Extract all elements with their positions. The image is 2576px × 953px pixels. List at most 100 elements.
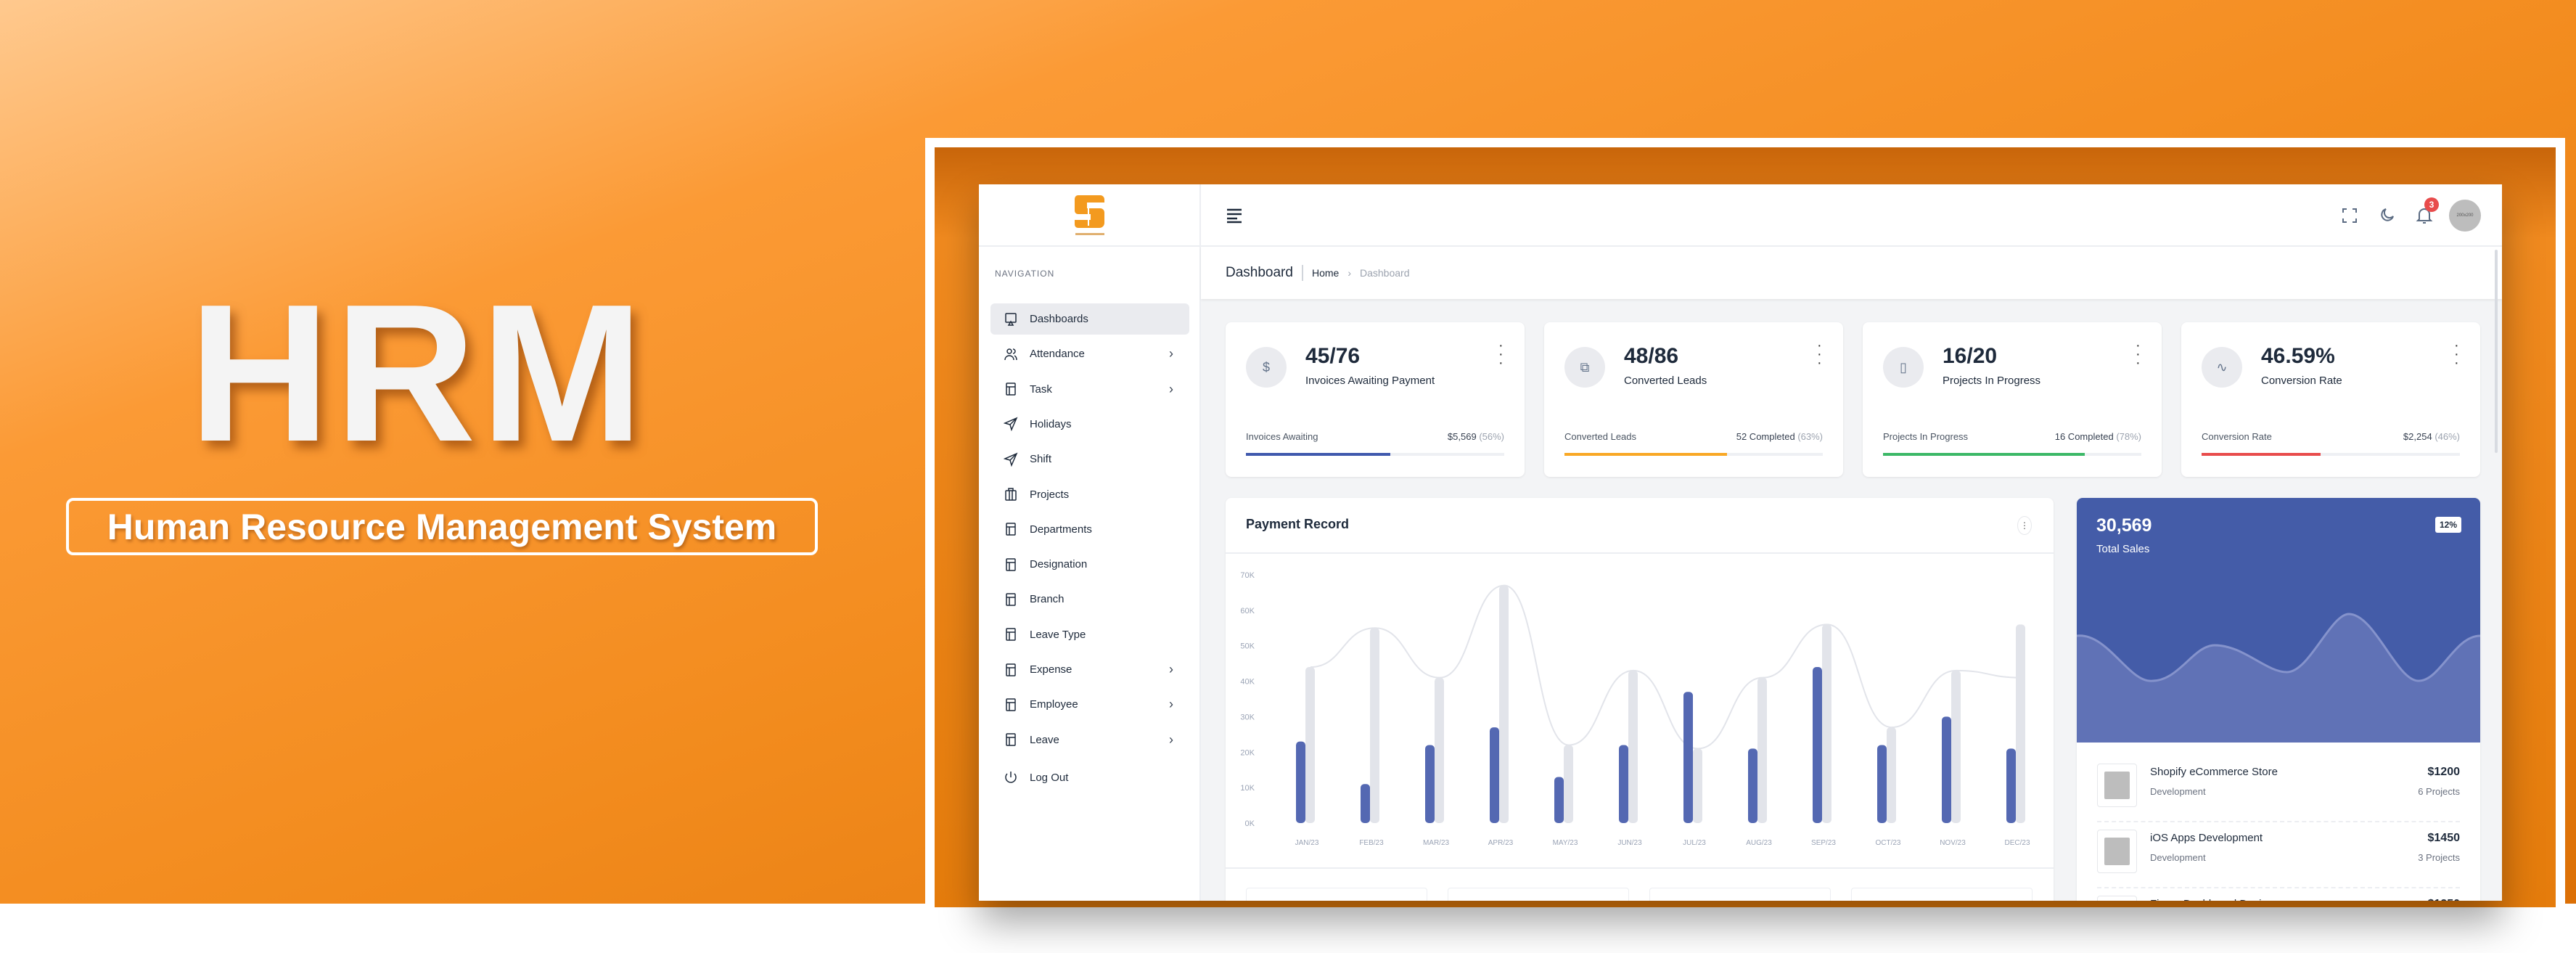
logo[interactable] bbox=[979, 184, 1201, 247]
divider bbox=[2097, 821, 2460, 822]
sidebar-item-leave-type[interactable]: Leave Type bbox=[990, 619, 1189, 650]
scrollbar[interactable] bbox=[2495, 250, 2498, 453]
item-category: Development bbox=[2150, 786, 2206, 797]
sidebar-item-task[interactable]: Task › bbox=[990, 374, 1189, 405]
stat-label: Projects In Progress bbox=[1943, 375, 2041, 387]
chevron-right-icon: › bbox=[1169, 381, 1173, 396]
sidebar-item-label: Employee bbox=[1030, 698, 1078, 711]
y-tick-label: 50K bbox=[1240, 642, 1255, 651]
briefcase-icon bbox=[1005, 488, 1017, 501]
payment-options-button[interactable]: ⋮ bbox=[2017, 516, 2032, 535]
item-price: $1250 bbox=[2428, 898, 2461, 901]
breadcrumb-home[interactable]: Home bbox=[1311, 267, 1340, 279]
stat-footer-value: 16 Completed (78%) bbox=[2054, 431, 2141, 442]
sidebar-item-employee[interactable]: Employee › bbox=[990, 689, 1189, 720]
page-title: Dashboard bbox=[1226, 265, 1303, 281]
bar-series-2 bbox=[2016, 624, 2025, 823]
bar-series-2 bbox=[1564, 745, 1573, 823]
sidebar-item-dashboards[interactable]: Dashboards bbox=[990, 303, 1189, 335]
bar-series-2 bbox=[1370, 628, 1379, 823]
layout-icon bbox=[1006, 593, 1016, 606]
sidebar: NAVIGATION Dashboards Attendance › Task › Hol… bbox=[979, 184, 1201, 901]
stat-value: 48/86 bbox=[1624, 344, 1679, 368]
sales-list-item[interactable]: iOS Apps Development Development $1450 3 Pr… bbox=[2097, 823, 2460, 880]
sales-list-item[interactable]: Shopify eCommerce Store Development $1200 6… bbox=[2097, 757, 2460, 814]
bar-series-1 bbox=[1425, 745, 1435, 823]
sidebar-item-designation[interactable]: Designation bbox=[990, 549, 1189, 580]
total-sales-card: 30,569 Total Sales 12% Shopify eCommerce… bbox=[2077, 498, 2480, 901]
menu-toggle-button[interactable] bbox=[1226, 208, 1243, 224]
power-icon bbox=[1005, 772, 1017, 783]
sidebar-item-label: Leave Type bbox=[1030, 628, 1086, 641]
bar-series-1 bbox=[1748, 748, 1757, 823]
progress-bar bbox=[2202, 453, 2460, 456]
layout-icon bbox=[1006, 383, 1016, 396]
stat-label: Converted Leads bbox=[1624, 375, 1707, 387]
bar-series-2 bbox=[1951, 670, 1961, 823]
payment-record-title: Payment Record bbox=[1246, 517, 1350, 531]
payment-record-card: Payment Record ⋮ 0K 10K 20K 30K 40K 50K 60K 70K… bbox=[1226, 498, 2054, 901]
breadcrumb-current: Dashboard bbox=[1359, 267, 1410, 279]
x-tick-label: MAY/23 bbox=[1553, 839, 1578, 847]
more-options-icon[interactable]: · · · bbox=[2136, 338, 2141, 371]
bar-series-1 bbox=[1683, 692, 1693, 823]
sidebar-item-shift[interactable]: Shift bbox=[990, 443, 1189, 475]
sales-list-item[interactable]: Figma Dashboard DesignUI/UX Design$12505… bbox=[2097, 889, 2460, 901]
sidebar-item-label: Designation bbox=[1030, 558, 1088, 571]
stat-footer-value: $2,254 (46%) bbox=[2403, 431, 2460, 442]
thumbnail-image bbox=[2097, 830, 2137, 873]
bar-series-1 bbox=[1554, 777, 1564, 823]
more-options-icon[interactable]: · · · bbox=[1498, 338, 1504, 371]
layout-icon bbox=[1006, 523, 1016, 536]
sidebar-item-expense[interactable]: Expense › bbox=[990, 654, 1189, 685]
bar-series-1 bbox=[1877, 745, 1887, 823]
line-series bbox=[1310, 584, 2022, 750]
payment-chart: 0K 10K 20K 30K 40K 50K 60K 70K JAN/23 FEB/23 MAR/2… bbox=[1240, 571, 2030, 847]
y-tick-label: 70K bbox=[1240, 571, 1255, 580]
bar-series-1 bbox=[1813, 667, 1822, 823]
sidebar-item-label: Projects bbox=[1030, 488, 1070, 501]
stat-label: Invoices Awaiting Payment bbox=[1305, 375, 1435, 387]
layout-icon bbox=[1006, 698, 1016, 711]
y-tick-label: 40K bbox=[1240, 678, 1255, 687]
x-tick-label: OCT/23 bbox=[1875, 839, 1900, 847]
bar-series-2 bbox=[1499, 585, 1509, 823]
sales-header: 30,569 Total Sales 12% bbox=[2077, 498, 2480, 743]
dark-mode-button[interactable] bbox=[2379, 207, 2395, 226]
x-tick-label: JUN/23 bbox=[1617, 839, 1642, 847]
stat-value: 16/20 bbox=[1943, 344, 1998, 368]
more-options-icon[interactable]: · · · bbox=[1817, 338, 1822, 371]
sidebar-item-leave[interactable]: Leave › bbox=[990, 724, 1189, 756]
more-options-icon[interactable]: · · · bbox=[2454, 338, 2459, 371]
x-tick-label: DEC/23 bbox=[2004, 839, 2030, 847]
dollar-icon: $ bbox=[1246, 347, 1287, 388]
stat-footer-label: Conversion Rate bbox=[2202, 431, 2272, 442]
avatar[interactable]: 200x200 bbox=[2449, 200, 2481, 232]
fullscreen-button[interactable] bbox=[2342, 208, 2358, 227]
divider bbox=[2097, 887, 2460, 888]
bar-series-1 bbox=[1296, 741, 1305, 823]
banner-title: HRM bbox=[189, 264, 648, 483]
send-icon bbox=[1004, 452, 1018, 467]
progress-fill bbox=[1246, 453, 1391, 456]
sidebar-item-attendance[interactable]: Attendance › bbox=[990, 338, 1189, 369]
sidebar-item-branch[interactable]: Branch bbox=[990, 584, 1189, 615]
stat-footer-label: Invoices Awaiting bbox=[1246, 431, 1318, 442]
progress-bar bbox=[1883, 453, 2141, 456]
sidebar-item-projects[interactable]: Projects bbox=[990, 479, 1189, 510]
sidebar-item-log-out[interactable]: Log Out bbox=[990, 762, 1189, 793]
notifications-button[interactable]: 3 bbox=[2416, 197, 2439, 229]
bar-series-2 bbox=[1822, 624, 1831, 823]
sales-wave-chart bbox=[2077, 613, 2480, 743]
footer-box bbox=[1448, 888, 1629, 901]
sidebar-item-label: Leave bbox=[1030, 733, 1059, 746]
sidebar-item-label: Log Out bbox=[1030, 771, 1069, 784]
chevron-right-icon: › bbox=[1169, 732, 1173, 747]
sidebar-item-label: Expense bbox=[1030, 663, 1072, 676]
sidebar-item-departments[interactable]: Departments bbox=[990, 514, 1189, 545]
progress-fill bbox=[2202, 453, 2321, 456]
y-tick-label: 0K bbox=[1245, 819, 1255, 828]
nav-section-label: NAVIGATION bbox=[995, 269, 1055, 279]
sidebar-item-holidays[interactable]: Holidays bbox=[990, 409, 1189, 440]
x-tick-label: AUG/23 bbox=[1746, 839, 1772, 847]
